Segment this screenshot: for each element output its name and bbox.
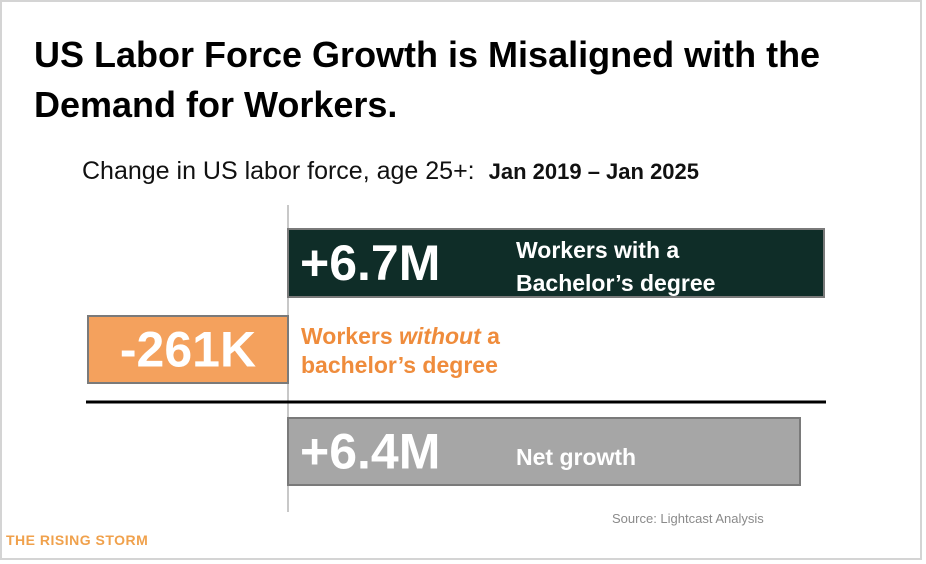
- bar-no-bachelor-category-label: Workers without a bachelor’s degree: [301, 323, 506, 378]
- source-note: Source: Lightcast Analysis: [612, 511, 764, 526]
- bar-net-growth-category-label: Net growth: [516, 444, 636, 470]
- bar-no-bachelor: [87, 315, 289, 384]
- date-range: Jan 2019 – Jan 2025: [488, 159, 700, 184]
- bar-net-growth: [287, 417, 801, 486]
- label-fragment: a: [481, 323, 500, 349]
- bar-bachelor-category-label: Workers with a Bachelor’s degree: [516, 237, 715, 296]
- bar-bachelor-value-label: +6.7M: [300, 235, 440, 291]
- brand-logo: THE RISING STORM: [6, 532, 149, 548]
- label-fragment: Workers: [301, 323, 399, 349]
- bar-no-bachelor-label-line-1: Workers without a: [301, 323, 500, 349]
- bar-net-growth-value-label: +6.4M: [300, 424, 440, 480]
- chart-subtitle: Change in US labor force, age 25+: Jan 20…: [82, 157, 699, 186]
- bar-bachelor-label-line-1: Workers with a: [516, 237, 679, 263]
- bar-no-bachelor-label-line-2: bachelor’s degree: [301, 352, 498, 378]
- bar-bachelor: [287, 228, 825, 298]
- subtitle-text: Change in US labor force, age 25+:: [82, 157, 475, 185]
- bar-no-bachelor-value-label: -261K: [120, 322, 256, 378]
- bar-net-growth-label-line-1: Net growth: [516, 444, 636, 470]
- emphasis-word: without: [399, 323, 482, 349]
- chart-title: US Labor Force Growth is Misaligned with…: [34, 34, 821, 125]
- bar-bachelor-label-line-2: Bachelor’s degree: [516, 270, 715, 296]
